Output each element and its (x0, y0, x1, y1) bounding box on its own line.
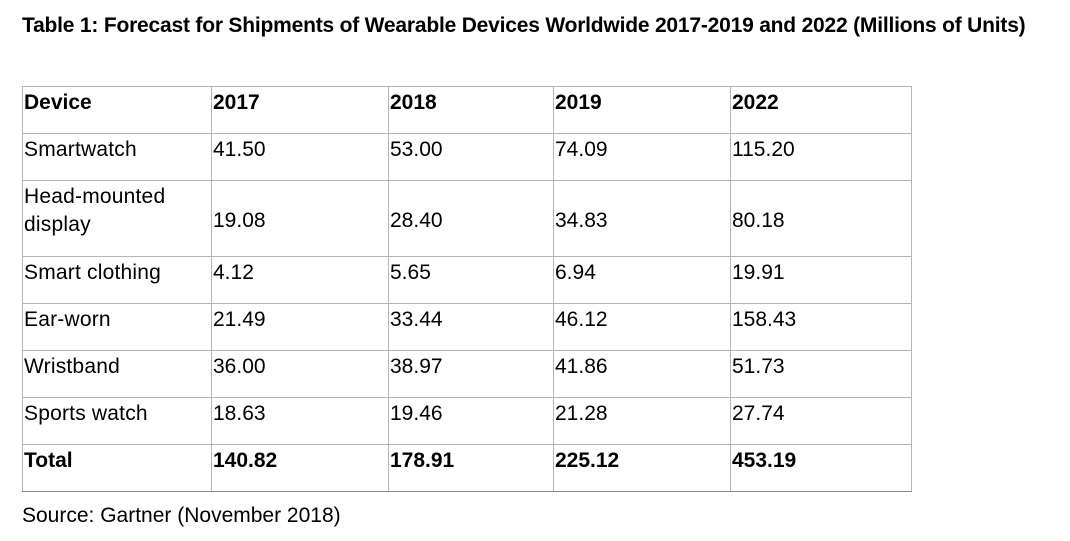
value-cell-2019: 34.83 (553, 180, 731, 257)
value-cell-2022: 51.73 (730, 350, 912, 398)
value-cell-2017: 19.08 (211, 180, 389, 257)
value-cell-2022: 158.43 (730, 303, 912, 351)
table-row-head-mounted-display: Head-mounted display 19.08 28.40 34.83 8… (22, 180, 912, 257)
value-cell-2018: 19.46 (388, 397, 554, 445)
value-cell-2022: 19.91 (730, 256, 912, 304)
table-row-smart-clothing: Smart clothing 4.12 5.65 6.94 19.91 (22, 256, 912, 304)
column-header-2018: 2018 (388, 86, 554, 134)
table-row-ear-worn: Ear-worn 21.49 33.44 46.12 158.43 (22, 303, 912, 351)
device-cell: Ear-worn (22, 303, 212, 351)
value-cell-2018: 5.65 (388, 256, 554, 304)
device-cell: Smart clothing (22, 256, 212, 304)
total-label-cell: Total (22, 444, 212, 492)
table-row-sports-watch: Sports watch 18.63 19.46 21.28 27.74 (22, 397, 912, 445)
source-note: Source: Gartner (November 2018) (22, 504, 341, 527)
device-cell: Smartwatch (22, 133, 212, 181)
value-cell-2022: 115.20 (730, 133, 912, 181)
value-cell-2019: 6.94 (553, 256, 731, 304)
device-cell: Head-mounted display (22, 180, 212, 257)
table-row-total: Total 140.82 178.91 225.12 453.19 (22, 444, 912, 492)
value-cell-2019: 21.28 (553, 397, 731, 445)
column-header-2017: 2017 (211, 86, 389, 134)
shipments-table: Device 2017 2018 2019 2022 Smartwatch 41… (22, 86, 912, 492)
header-row: Device 2017 2018 2019 2022 (22, 86, 912, 134)
device-cell: Sports watch (22, 397, 212, 445)
value-cell-2017: 21.49 (211, 303, 389, 351)
table-row-wristband: Wristband 36.00 38.97 41.86 51.73 (22, 350, 912, 398)
value-cell-2017: 18.63 (211, 397, 389, 445)
table-title: Table 1: Forecast for Shipments of Weara… (22, 14, 1026, 37)
total-cell-2022: 453.19 (730, 444, 912, 492)
column-header-2019: 2019 (553, 86, 731, 134)
column-header-2022: 2022 (730, 86, 912, 134)
value-cell-2017: 41.50 (211, 133, 389, 181)
value-cell-2017: 36.00 (211, 350, 389, 398)
value-cell-2018: 28.40 (388, 180, 554, 257)
total-cell-2019: 225.12 (553, 444, 731, 492)
device-cell: Wristband (22, 350, 212, 398)
total-cell-2017: 140.82 (211, 444, 389, 492)
value-cell-2019: 46.12 (553, 303, 731, 351)
value-cell-2022: 80.18 (730, 180, 912, 257)
value-cell-2019: 74.09 (553, 133, 731, 181)
value-cell-2017: 4.12 (211, 256, 389, 304)
value-cell-2018: 53.00 (388, 133, 554, 181)
total-cell-2018: 178.91 (388, 444, 554, 492)
table-row-smartwatch: Smartwatch 41.50 53.00 74.09 115.20 (22, 133, 912, 181)
value-cell-2018: 33.44 (388, 303, 554, 351)
column-header-device: Device (22, 86, 212, 134)
value-cell-2019: 41.86 (553, 350, 731, 398)
value-cell-2022: 27.74 (730, 397, 912, 445)
value-cell-2018: 38.97 (388, 350, 554, 398)
